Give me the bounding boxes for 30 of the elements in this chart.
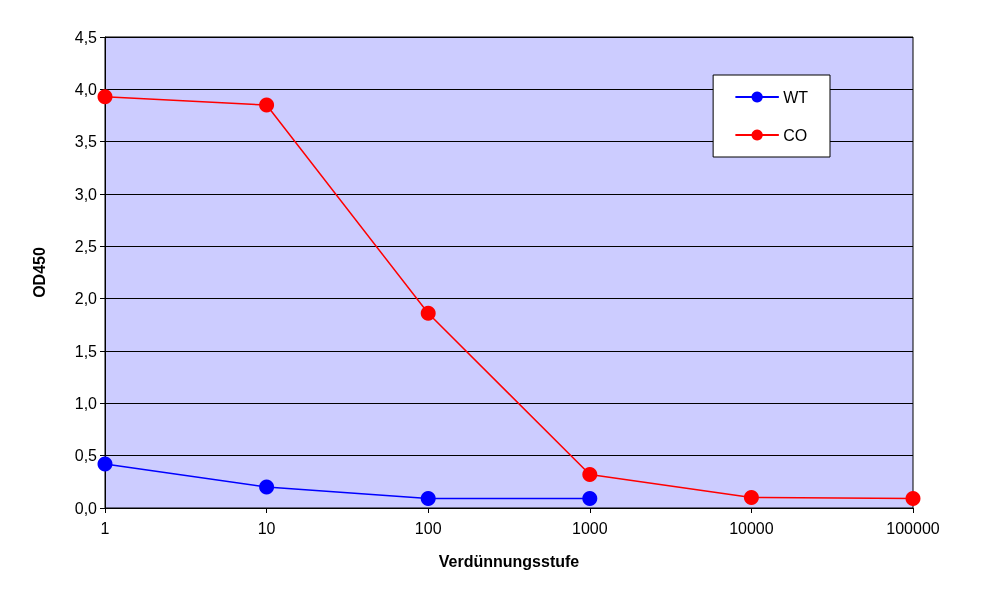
point — [259, 479, 275, 495]
point — [420, 305, 436, 321]
x-tick-label: 10 — [257, 519, 276, 537]
x-tick-label: 1 — [100, 519, 110, 537]
y-tick-label: 4,5 — [74, 28, 98, 46]
point — [582, 467, 598, 482]
point — [905, 491, 921, 507]
legend-label: CO — [783, 126, 808, 144]
y-tick-label: 0,0 — [74, 499, 98, 517]
x-tick-label: 100000 — [886, 519, 940, 537]
point — [420, 491, 436, 507]
y-tick-label: 0,5 — [74, 447, 98, 465]
y-axis-title: OD450 — [30, 247, 48, 298]
legend-label: WT — [783, 88, 809, 106]
x-axis-title: Verdünnungsstufe — [438, 552, 580, 570]
y-tick-label: 4,0 — [74, 80, 98, 98]
point — [259, 97, 275, 113]
y-tick-label: 2,0 — [74, 290, 98, 308]
point — [743, 490, 759, 506]
x-tick-label: 10000 — [729, 519, 774, 537]
y-tick-label: 2,5 — [74, 237, 98, 255]
y-tick-label: 3,0 — [74, 185, 98, 203]
x-tick-label: 100 — [414, 519, 442, 537]
point — [97, 89, 113, 105]
y-tick-label: 1,5 — [74, 342, 98, 360]
point — [97, 456, 113, 472]
x-tick-label: 1000 — [572, 519, 608, 537]
y-tick-label: 3,5 — [74, 133, 98, 151]
point — [582, 491, 598, 507]
y-tick-label: 1,0 — [74, 394, 98, 412]
